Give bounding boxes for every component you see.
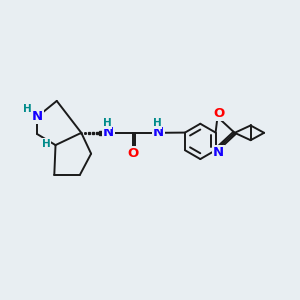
Text: N: N [103,126,114,139]
Text: H: H [153,118,162,128]
Text: O: O [127,147,138,160]
Text: H: H [23,104,32,114]
Text: N: N [32,110,43,123]
Text: O: O [213,107,224,120]
Text: H: H [42,139,51,149]
Text: H: H [103,118,111,128]
Text: N: N [153,126,164,139]
Text: N: N [213,146,224,159]
